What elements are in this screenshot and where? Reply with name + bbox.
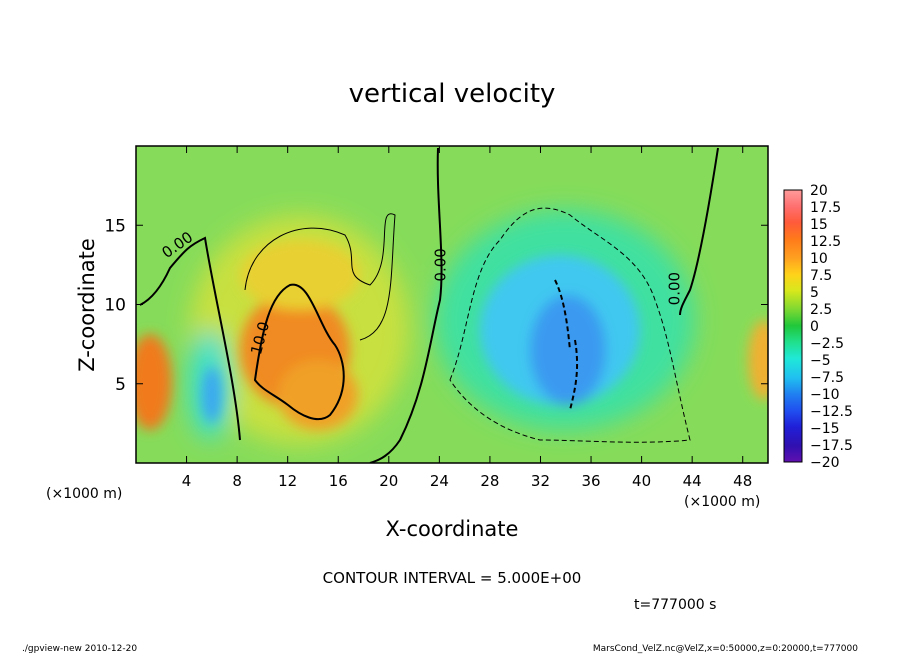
x-unit-label-right: (×1000 m) — [684, 494, 760, 510]
colorbar-label: −2.5 — [810, 336, 844, 352]
source-label: MarsCond_VelZ.nc@VelZ,x=0:50000,z=0:2000… — [593, 644, 858, 654]
colorbar-label: 20 — [810, 183, 828, 199]
ten-contour — [253, 283, 345, 421]
y-axis: 5 10 15 — [104, 216, 768, 395]
colorbar-label: 5 — [810, 285, 819, 301]
dashed-contour-downdraft — [449, 207, 691, 443]
colorbar-label: 12.5 — [810, 234, 841, 250]
colorbar: 2017.51512.5107.552.50−2.5−5−7.5−10−12.5… — [783, 183, 853, 471]
colorbar-label: −5 — [810, 353, 831, 369]
y-tick-label: 15 — [104, 216, 126, 236]
updraft-core-right-edge — [748, 320, 768, 400]
colorbar-label: −12.5 — [810, 404, 853, 420]
thin-contour-warm — [244, 213, 396, 341]
x-tick-label: 36 — [581, 472, 600, 490]
colorbar-label: −7.5 — [810, 370, 844, 386]
x-tick-label: 32 — [531, 472, 550, 490]
x-tick-label: 40 — [632, 472, 651, 490]
colorbar-labels: 2017.51512.5107.552.50−2.5−5−7.5−10−12.5… — [810, 183, 853, 471]
colorbar-label: 10 — [810, 251, 828, 267]
y-tick-label: 5 — [115, 375, 126, 395]
contour-label: 0.00 — [432, 248, 450, 281]
x-unit-label-left: (×1000 m) — [46, 486, 122, 502]
colorbar-label: 17.5 — [810, 200, 841, 216]
contour-interval: CONTOUR INTERVAL = 5.000E+00 — [323, 569, 582, 587]
colorbar-label: −20 — [810, 455, 840, 471]
colorbar-gradient — [783, 189, 803, 463]
time-label: t=777000 s — [634, 597, 716, 613]
x-tick-label: 8 — [232, 472, 242, 490]
updraft-core-left-edge — [136, 334, 172, 430]
x-tick-label: 48 — [733, 472, 752, 490]
colorbar-label: 15 — [810, 217, 828, 233]
zero-contour-right — [679, 147, 719, 316]
y-axis-label: Z-coordinate — [75, 238, 99, 372]
x-tick-label: 24 — [430, 472, 449, 490]
x-tick-label: 28 — [480, 472, 499, 490]
colorbar-label: 7.5 — [810, 268, 832, 284]
contours — [139, 147, 719, 463]
chart-title: vertical velocity — [349, 79, 556, 109]
colorbar-label: −15 — [810, 421, 840, 437]
zero-contour-center — [369, 147, 443, 463]
downdraft-core-deep — [530, 295, 606, 405]
y-tick-label: 10 — [104, 296, 126, 316]
updraft-halo-upper — [240, 240, 360, 310]
x-axis-label: X-coordinate — [386, 517, 519, 541]
x-tick-label: 20 — [379, 472, 398, 490]
x-axis: 4 8 12 16 20 24 28 32 36 40 44 48 — [182, 146, 752, 490]
x-tick-label: 16 — [329, 472, 348, 490]
zero-contour-left — [139, 236, 241, 441]
dashed-contour-core — [554, 279, 579, 411]
downdraft-core-left — [202, 367, 222, 423]
colorbar-label: −17.5 — [810, 438, 853, 454]
x-tick-label: 4 — [182, 472, 192, 490]
plot-area — [136, 146, 768, 463]
x-tick-label: 12 — [278, 472, 297, 490]
contour-label: 0.00 — [666, 272, 684, 305]
colorbar-label: −10 — [810, 387, 840, 403]
colorbar-label: 2.5 — [810, 302, 832, 318]
program-label: ./gpview-new 2010-12-20 — [22, 644, 137, 654]
colorbar-label: 0 — [810, 319, 819, 335]
x-tick-label: 44 — [683, 472, 702, 490]
